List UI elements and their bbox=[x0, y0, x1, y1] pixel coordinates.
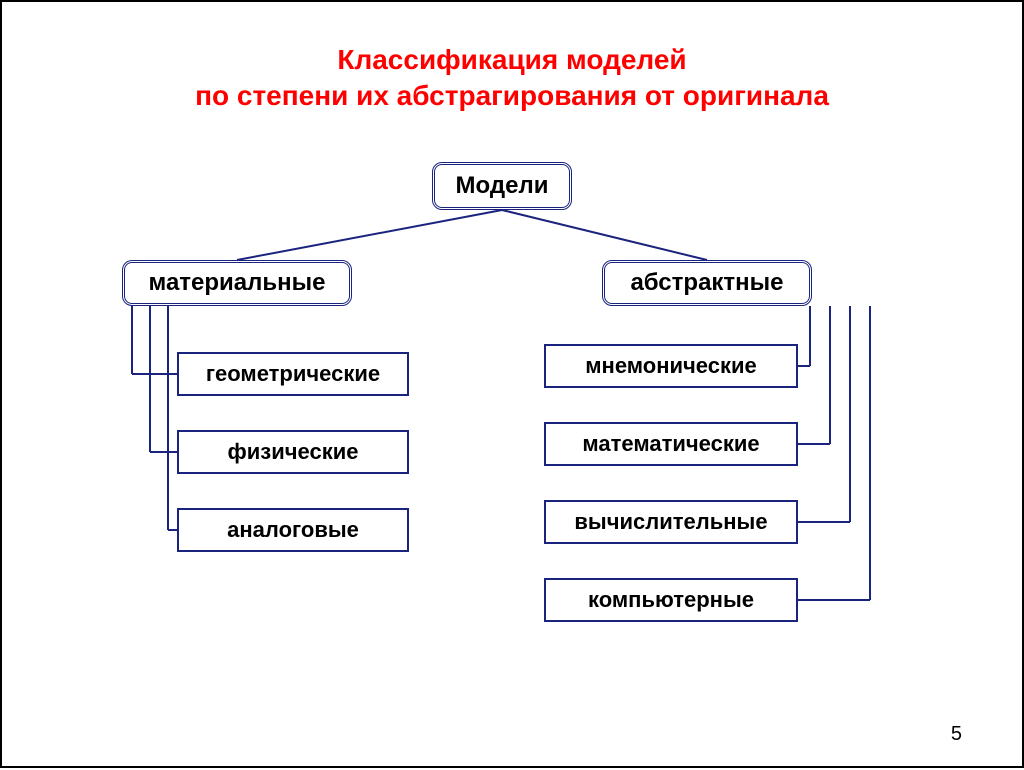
leaf-node: геометрические bbox=[177, 352, 409, 396]
leaf-node: физические bbox=[177, 430, 409, 474]
leaf-node: вычислительные bbox=[544, 500, 798, 544]
root-node: Модели bbox=[432, 162, 572, 210]
title-line-2: по степени их абстрагирования от оригина… bbox=[195, 80, 829, 111]
title-line-1: Классификация моделей bbox=[337, 44, 686, 75]
diagram-title: Классификация моделей по степени их абст… bbox=[2, 42, 1022, 115]
leaf-node: мнемонические bbox=[544, 344, 798, 388]
page-number: 5 bbox=[951, 723, 962, 746]
leaf-node: компьютерные bbox=[544, 578, 798, 622]
connector-lines bbox=[2, 2, 1024, 770]
leaf-node: математические bbox=[544, 422, 798, 466]
category-node: материальные bbox=[122, 260, 352, 306]
category-node: абстрактные bbox=[602, 260, 812, 306]
leaf-node: аналоговые bbox=[177, 508, 409, 552]
